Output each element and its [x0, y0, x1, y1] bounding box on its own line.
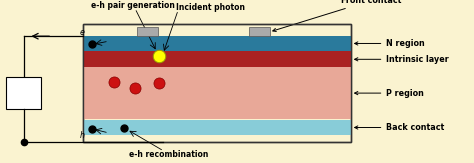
Bar [83, 119, 351, 135]
Text: e: e [80, 28, 84, 37]
Text: Load: Load [12, 88, 35, 97]
Text: N region: N region [355, 39, 425, 48]
Bar [6, 77, 41, 109]
Text: e-h pair generation: e-h pair generation [91, 1, 174, 10]
Text: Intrinsic layer: Intrinsic layer [355, 55, 449, 64]
Text: P region: P region [355, 89, 424, 98]
Bar [83, 36, 351, 51]
Bar [83, 24, 351, 142]
Bar [137, 27, 158, 36]
Bar [83, 67, 351, 119]
Text: Incident photon: Incident photon [176, 3, 245, 12]
Text: h: h [79, 131, 84, 140]
Bar [249, 27, 270, 36]
Text: Front contact: Front contact [273, 0, 401, 31]
Bar [83, 52, 351, 67]
Text: Back contact: Back contact [355, 123, 445, 132]
Bar [83, 24, 351, 142]
Text: e-h recombination: e-h recombination [129, 149, 209, 159]
